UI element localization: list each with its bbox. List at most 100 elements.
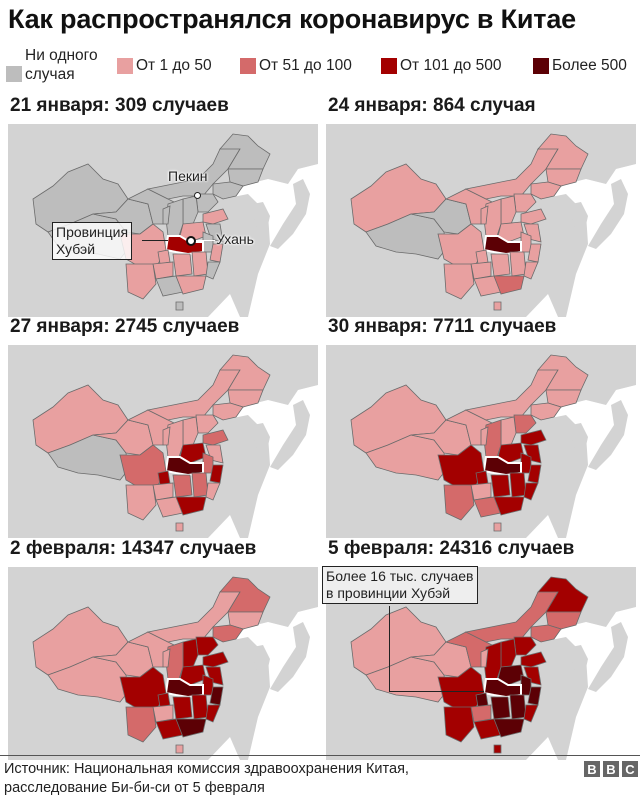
legend-swatch xyxy=(533,58,549,74)
province-hainan xyxy=(493,301,502,311)
map-panel-6: 5 февраля: 24316 случаев Более 16 тыс. сл… xyxy=(322,538,636,760)
province-guangdong xyxy=(175,718,207,738)
panel-title: 5 февраля: 24316 случаев xyxy=(328,538,575,559)
china-map xyxy=(8,345,318,538)
province-hainan xyxy=(175,522,184,532)
province-anhui xyxy=(520,674,532,696)
province-fujian xyxy=(205,704,221,723)
province-chongqing xyxy=(475,470,489,486)
province-jiangsu xyxy=(523,444,542,464)
province-henan xyxy=(497,442,525,464)
province-ningxia xyxy=(480,648,489,668)
legend-label: От 51 до 100 xyxy=(259,57,352,74)
province-jiangxi xyxy=(509,694,527,720)
province-guangdong xyxy=(493,275,525,295)
province-jiangsu xyxy=(523,223,542,243)
wuhan-label: Ухань xyxy=(216,231,254,247)
annotation-line: Более 16 тыс. случаев xyxy=(326,568,474,584)
province-heilong xyxy=(537,354,589,391)
province-shandong xyxy=(202,208,229,225)
province-hunan xyxy=(490,474,511,498)
province-anhui xyxy=(520,452,532,474)
panel-title: 21 января: 309 случаев xyxy=(10,95,229,116)
source-note: Источник: Национальная комиссия здравоох… xyxy=(4,760,409,798)
province-yunnan xyxy=(443,706,475,743)
province-hunan xyxy=(172,474,193,498)
legend-swatch xyxy=(240,58,256,74)
province-ningxia xyxy=(162,426,171,446)
province-jiangsu xyxy=(205,444,224,464)
province-fujian xyxy=(205,482,221,501)
province-henan xyxy=(497,221,525,243)
bbc-logo: B B C xyxy=(584,761,638,777)
hubei-leader-line xyxy=(142,240,168,241)
legend-item-101-500: От 101 до 500 xyxy=(381,57,501,75)
province-anhui xyxy=(202,231,214,253)
province-ningxia xyxy=(480,426,489,446)
legend-label: случая xyxy=(25,66,75,83)
map-panel-1: 21 января: 309 случаев Провинция Хубэй Пеки… xyxy=(8,95,318,317)
legend-swatch xyxy=(117,58,133,74)
china-map xyxy=(326,345,636,538)
map-panel-3: 27 января: 2745 случаев xyxy=(8,316,318,538)
province-jiangxi xyxy=(191,694,209,720)
legend-label: От 101 до 500 xyxy=(400,57,502,74)
china-map xyxy=(326,124,636,317)
province-shandong xyxy=(202,651,229,668)
province-hainan xyxy=(175,301,184,311)
province-jiangxi xyxy=(191,251,209,277)
province-henan xyxy=(179,442,207,464)
province-yunnan xyxy=(125,263,157,300)
province-guizhou xyxy=(470,482,492,501)
bbc-logo-letter: B xyxy=(603,761,619,777)
hubei-cases-callout: Более 16 тыс. случаев в провинции Хубэй xyxy=(322,566,478,604)
callout-leader-horizontal xyxy=(389,691,484,692)
bbc-logo-letter: C xyxy=(622,761,638,777)
bbc-logo-letter: B xyxy=(584,761,600,777)
annotation-line: в провинции Хубэй xyxy=(326,585,451,601)
province-chongqing xyxy=(157,692,171,708)
panel-title: 24 января: 864 случая xyxy=(328,95,536,116)
province-fujian xyxy=(205,261,221,280)
province-shandong xyxy=(520,208,547,225)
legend-item-51-100: От 51 до 100 xyxy=(240,57,352,75)
province-chongqing xyxy=(157,249,171,265)
china-map xyxy=(8,124,318,317)
province-guizhou xyxy=(470,261,492,280)
china-map xyxy=(8,567,318,760)
province-yunnan xyxy=(125,484,157,521)
wuhan-leader-line xyxy=(196,240,215,241)
legend-item-none: Ни одного случая xyxy=(6,46,98,84)
province-anhui xyxy=(202,452,214,474)
legend-item-1-50: От 1 до 50 xyxy=(117,57,212,75)
province-fujian xyxy=(523,704,539,723)
province-yunnan xyxy=(443,484,475,521)
wuhan-marker-icon xyxy=(186,236,196,246)
province-henan xyxy=(179,664,207,686)
legend: Ни одного случая От 1 до 50 От 51 до 100… xyxy=(6,46,636,86)
province-fujian xyxy=(523,261,539,280)
panel-title: 27 января: 2745 случаев xyxy=(10,316,240,337)
annotation-line: Провинция xyxy=(56,224,129,240)
province-hainan xyxy=(493,522,502,532)
annotation-line: Хубэй xyxy=(56,241,96,257)
source-line: Источник: Национальная комиссия здравоох… xyxy=(4,761,409,777)
beijing-label: Пекин xyxy=(168,168,208,184)
legend-label: Более 500 xyxy=(552,57,627,74)
province-heilong xyxy=(219,133,271,170)
legend-item-over-500: Более 500 xyxy=(533,57,627,75)
province-jiangsu xyxy=(523,666,542,686)
province-shandong xyxy=(202,429,229,446)
province-ningxia xyxy=(162,205,171,225)
province-guangdong xyxy=(175,275,207,295)
province-ningxia xyxy=(162,648,171,668)
province-guangdong xyxy=(493,718,525,738)
province-hainan xyxy=(493,744,502,754)
legend-swatch-none xyxy=(6,66,22,82)
province-heilong xyxy=(219,354,271,391)
province-heilong xyxy=(537,576,589,613)
province-guizhou xyxy=(470,704,492,723)
province-hunan xyxy=(490,696,511,720)
panel-title: 2 февраля: 14347 случаев xyxy=(10,538,257,559)
province-hunan xyxy=(172,696,193,720)
